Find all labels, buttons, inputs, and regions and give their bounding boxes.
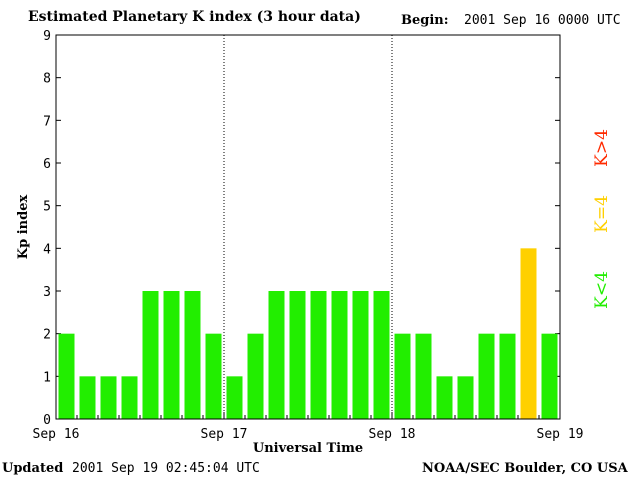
chart-title: Estimated Planetary K index (3 hour data… (28, 9, 361, 25)
x-day-label: Sep 17 (201, 427, 248, 442)
kp-bar (394, 333, 411, 419)
plot-frame (55, 34, 561, 420)
kp-bar (289, 291, 306, 419)
kp-bar (331, 291, 348, 419)
kp-bar (163, 291, 180, 419)
kp-bar (247, 333, 264, 419)
legend-low: K<4 (592, 271, 612, 309)
y-axis-label: Kp index (16, 195, 31, 260)
kp-bar (520, 248, 537, 419)
kp-bar (415, 333, 432, 419)
kp-bar (226, 376, 243, 419)
kp-bar (100, 376, 117, 419)
credit-text: NOAA/SEC Boulder, CO USA (422, 461, 628, 476)
y-tick-label: 7 (43, 114, 51, 129)
updated-value: 2001 Sep 19 02:45:04 UTC (72, 461, 260, 476)
kp-bar (499, 333, 516, 419)
kp-bar (79, 376, 96, 419)
y-tick-label: 8 (43, 72, 51, 87)
x-axis-label: Universal Time (253, 441, 363, 456)
kp-bar (457, 376, 474, 419)
kp-bar (142, 291, 159, 419)
legend-high: K>4 (592, 129, 612, 167)
y-tick-label: 9 (43, 29, 51, 44)
y-tick-label: 0 (43, 413, 51, 428)
y-tick-label: 2 (43, 328, 51, 343)
y-tick-label: 6 (43, 157, 51, 172)
x-day-label: Sep 19 (537, 427, 584, 442)
kp-bar (478, 333, 495, 419)
kp-bar (310, 291, 327, 419)
kp-bar (121, 376, 138, 419)
kp-bar (352, 291, 369, 419)
kp-bar (268, 291, 285, 419)
y-tick-label: 3 (43, 285, 51, 300)
kp-bar (184, 291, 201, 419)
kp-bar (436, 376, 453, 419)
kp-bar (541, 333, 558, 419)
kp-bar (205, 333, 222, 419)
begin-label: Begin: (401, 13, 449, 28)
legend-equal: K=4 (592, 195, 612, 233)
y-tick-label: 5 (43, 200, 51, 215)
x-day-label: Sep 18 (369, 427, 416, 442)
y-tick-label: 1 (43, 370, 51, 385)
kp-bar (373, 291, 390, 419)
x-day-label: Sep 16 (33, 427, 80, 442)
y-tick-label: 4 (43, 242, 51, 257)
updated-label: Updated (2, 461, 64, 476)
kp-bar (58, 333, 75, 419)
begin-value: 2001 Sep 16 0000 UTC (464, 13, 621, 28)
